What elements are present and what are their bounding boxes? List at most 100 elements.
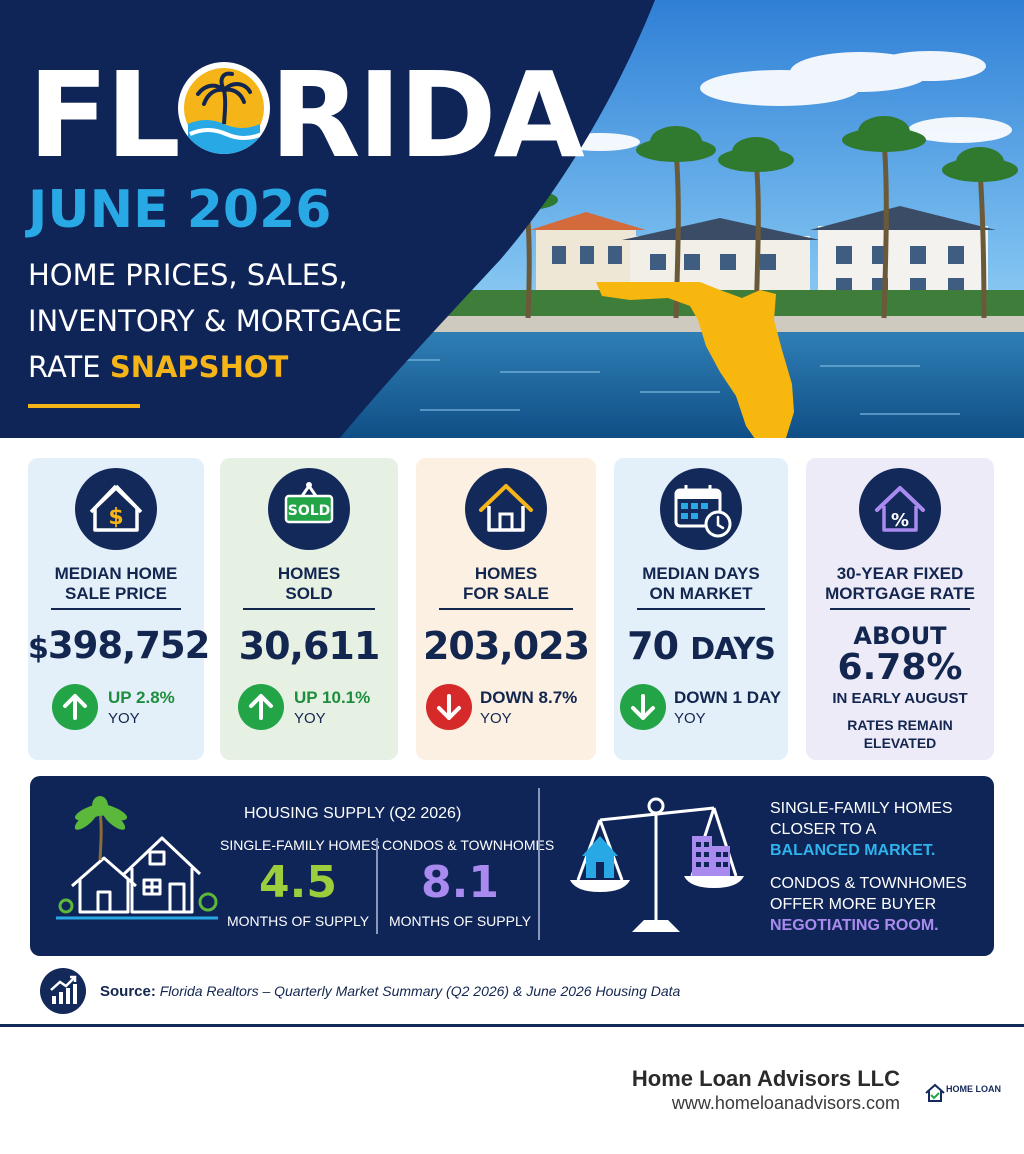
stat-divider	[243, 608, 375, 610]
supply-divider	[376, 838, 378, 934]
house-icon	[465, 468, 547, 550]
stat-divider	[636, 608, 766, 610]
insight-highlight-balanced: BALANCED MARKET.	[770, 842, 936, 859]
house-percent-icon: %	[859, 468, 941, 550]
insight-highlight-negotiating: NEGOTIATING ROOM.	[770, 917, 939, 934]
arrow-up-icon	[52, 684, 98, 730]
stat-label-line-2: FOR SALE	[463, 584, 549, 603]
stat-divider	[50, 608, 182, 610]
stat-unit: DAYS	[690, 632, 776, 667]
stat-value: 70 DAYS	[614, 624, 788, 672]
stat-label-line-2: MORTGAGE RATE	[825, 584, 975, 603]
stat-card-mortgage-rate: % 30-YEAR FIXED MORTGAGE RATE ABOUT 6.78%…	[806, 458, 994, 760]
page-title: FL RIDA	[28, 56, 585, 174]
stat-number: 398,752	[47, 624, 211, 667]
stat-card-days-on-market: MEDIAN DAYS ON MARKET 70 DAYS DOWN 1 DAY …	[614, 458, 788, 760]
stat-card-homes-for-sale: HOMES FOR SALE 203,023 DOWN 8.7% YOY	[416, 458, 596, 760]
supply-condos: CONDOS & TOWNHOMES 8.1 MONTHS OF SUPPLY	[382, 836, 555, 930]
supply-insights: SINGLE-FAMILY HOMES CLOSER TO A BALANCED…	[770, 798, 980, 936]
source-text: Florida Realtors – Quarterly Market Summ…	[159, 983, 681, 999]
house-check-icon	[925, 1083, 945, 1102]
section-divider	[538, 788, 540, 940]
supply-value: 4.5	[259, 857, 337, 908]
stat-label: MEDIAN DAYS ON MARKET	[614, 564, 788, 604]
title-divider	[28, 404, 140, 408]
stat-period: YOY	[294, 710, 326, 727]
stat-label-line-1: MEDIAN DAYS	[642, 564, 760, 583]
stat-label-line-1: 30-YEAR FIXED	[836, 564, 964, 583]
stat-card-median-price: $ MEDIAN HOME SALE PRICE $398,752 UP 2.8%…	[28, 458, 210, 760]
subtitle-line-3-text: RATE	[28, 350, 110, 384]
house-palm-icon	[56, 796, 218, 920]
balance-scale-icon	[570, 797, 744, 932]
supply-unit: MONTHS OF SUPPLY	[226, 913, 370, 929]
waterfront-homes-photo	[0, 0, 1024, 438]
stat-label-line-1: HOMES	[474, 564, 538, 583]
housing-supply-panel: HOUSING SUPPLY (Q2 2026) SINGLE-FAMILY H…	[30, 776, 994, 956]
company-logo: HOME LOAN	[922, 1080, 1002, 1104]
supply-value: 8.1	[421, 857, 499, 908]
stat-period: YOY	[674, 710, 706, 727]
stat-value: 203,023	[422, 624, 590, 668]
stat-label: HOMES SOLD	[220, 564, 398, 604]
footer-divider	[0, 1024, 1024, 1027]
subtitle-highlight: SNAPSHOT	[109, 350, 289, 384]
supply-unit: MONTHS OF SUPPLY	[388, 913, 532, 929]
supply-label: CONDOS & TOWNHOMES	[382, 837, 555, 853]
stat-trend: UP 10.1% YOY	[220, 684, 398, 732]
logo-text: HOME LOAN	[946, 1084, 1001, 1094]
rate-value: 6.78%	[837, 647, 963, 688]
stat-card-homes-sold: SOLD HOMES SOLD 30,611 UP 10.1% YOY	[220, 458, 398, 760]
insight-line: OFFER MORE BUYER	[770, 896, 937, 913]
rate-prefix: ABOUT	[853, 622, 947, 650]
palm-sun-icon	[177, 62, 270, 154]
stat-value: 30,611	[238, 624, 381, 668]
insight-line: CONDOS & TOWNHOMES	[770, 875, 967, 892]
supply-label: SINGLE-FAMILY HOMES	[220, 837, 380, 853]
company-website[interactable]: www.homeloanadvisors.com	[671, 1093, 900, 1113]
sold-sign-text: SOLD	[288, 503, 331, 519]
subtitle-line-1: HOME PRICES, SALES,	[28, 258, 348, 292]
stat-trend: DOWN 8.7% YOY	[416, 684, 596, 732]
stat-change: UP 10.1%	[294, 688, 371, 707]
title-part-2: RIDA	[269, 46, 585, 184]
source-citation: Source: Florida Realtors – Quarterly Mar…	[100, 982, 680, 1001]
chart-growth-icon	[40, 968, 86, 1014]
stat-label-line-1: HOMES	[277, 564, 341, 583]
stat-label-line-2: ON MARKET	[649, 584, 753, 603]
currency-symbol: $	[28, 631, 49, 666]
stat-period: YOY	[108, 710, 140, 727]
sold-sign-icon: SOLD	[268, 468, 350, 550]
stat-number: 70	[627, 624, 679, 668]
arrow-down-icon	[620, 684, 666, 730]
stat-trend: UP 2.8% YOY	[28, 684, 204, 732]
rate-note: RATES REMAIN ELEVATED	[847, 717, 953, 751]
calendar-clock-icon	[660, 468, 742, 550]
stat-label-line-1: MEDIAN HOME	[54, 564, 178, 583]
stat-label-line-2: SALE PRICE	[64, 584, 168, 603]
subtitle-line-2: INVENTORY & MORTGAGE	[28, 304, 402, 338]
rate-timeframe: IN EARLY AUGUST	[832, 690, 968, 707]
company-name: Home Loan Advisors LLC	[631, 1066, 900, 1091]
stat-label-line-2: SOLD	[285, 584, 333, 603]
stat-cards: $ MEDIAN HOME SALE PRICE $398,752 UP 2.8%…	[28, 458, 994, 760]
percent-symbol: %	[891, 510, 909, 531]
insight-line: SINGLE-FAMILY HOMES	[770, 800, 953, 817]
page-subtitle: HOME PRICES, SALES, INVENTORY & MORTGAGE…	[28, 252, 402, 390]
stat-divider	[439, 608, 573, 610]
title-part-1: FL	[28, 46, 181, 184]
stat-label: HOMES FOR SALE	[416, 564, 596, 604]
hero-banner: FL RIDA JUNE 2026 HOME PRICES, SALES, INV…	[0, 0, 1024, 438]
stat-change: DOWN 8.7%	[480, 688, 578, 707]
hero-text: FL RIDA JUNE 2026 HOME PRICES, SALES, INV…	[0, 0, 585, 438]
stat-divider	[830, 608, 970, 610]
insight-line: CLOSER TO A	[770, 821, 877, 838]
house-dollar-icon: $	[75, 468, 157, 550]
stat-label: 30-YEAR FIXED MORTGAGE RATE	[806, 564, 994, 604]
stat-period: YOY	[480, 710, 512, 727]
source-label: Source:	[100, 983, 156, 1000]
arrow-up-icon	[238, 684, 284, 730]
stat-change: DOWN 1 DAY	[674, 688, 782, 707]
svg-text:$: $	[108, 505, 123, 530]
stat-value: $398,752	[28, 624, 210, 671]
